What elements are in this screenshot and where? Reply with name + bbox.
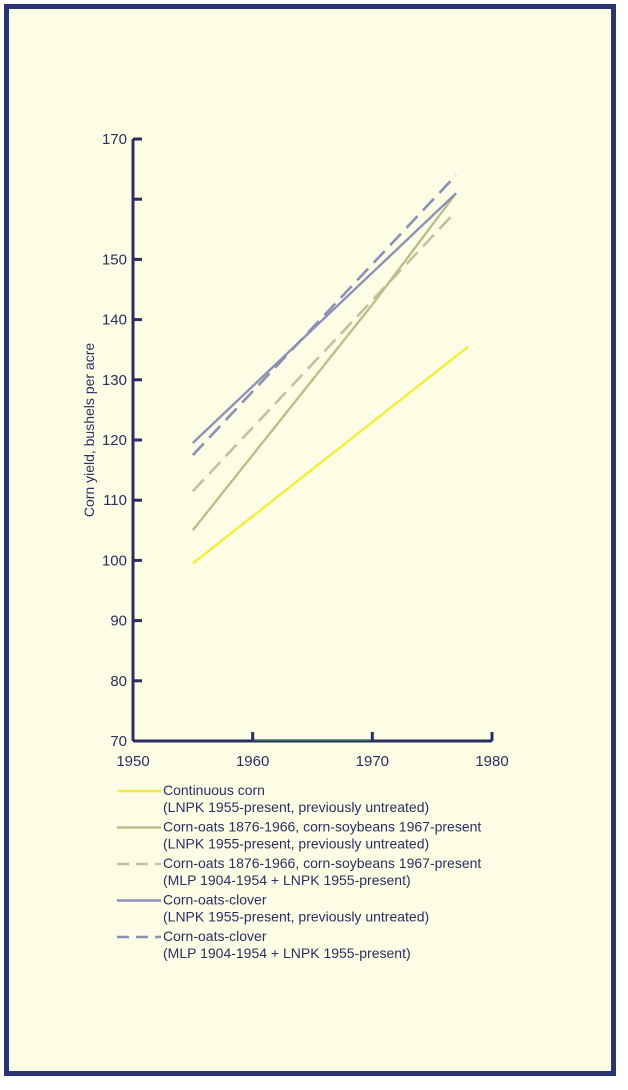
- y-tick-label: 170: [102, 131, 127, 148]
- chart-frame: [4, 4, 616, 1076]
- y-tick-label: 80: [110, 673, 127, 690]
- legend-entry-detail: (LNPK 1955-present, previously untreated…: [163, 909, 429, 925]
- legend-entry-name: Corn-oats 1876-1966, corn-soybeans 1967-…: [163, 855, 481, 871]
- legend-entry-detail: (LNPK 1955-present, previously untreated…: [163, 799, 429, 815]
- x-tick-label: 1950: [116, 753, 149, 770]
- x-tick-label: 1980: [475, 753, 508, 770]
- legend: Continuous corn(LNPK 1955-present, previ…: [117, 782, 481, 961]
- legend-entry-detail: (LNPK 1955-present, previously untreated…: [163, 836, 429, 852]
- series-line-4: [191, 192, 457, 444]
- legend-entry-name: Corn-oats-clover: [163, 928, 267, 944]
- y-tick-label: 100: [102, 552, 127, 569]
- y-tick-label: 120: [102, 432, 127, 449]
- y-tick-label: 150: [102, 251, 127, 268]
- legend-entry-name: Corn-oats 1876-1966, corn-soybeans 1967-…: [163, 819, 481, 835]
- y-tick-label: 130: [102, 372, 127, 389]
- axes: 70 80 90 100 110 120 130 140 150 170 1950 1960 1970 1…: [81, 131, 509, 770]
- y-tick-label: 110: [103, 492, 127, 509]
- legend-entry-detail: (MLP 1904-1954 + LNPK 1955-present): [163, 945, 411, 961]
- series-lines: [191, 174, 469, 565]
- x-tick-label: 1960: [236, 753, 269, 770]
- series-line-3: [191, 210, 458, 493]
- series-line-5: [191, 174, 458, 456]
- y-tick-label: 140: [102, 312, 127, 329]
- y-axis-label: Corn yield, bushels per acre: [81, 343, 97, 518]
- legend-entry-detail: (MLP 1904-1954 + LNPK 1955-present): [163, 872, 411, 888]
- legend-entry-name: Corn-oats-clover: [163, 892, 267, 908]
- y-tick-label: 90: [110, 613, 127, 630]
- y-tick-label: 70: [110, 733, 127, 750]
- series-line-1: [192, 345, 469, 565]
- legend-entry-name: Continuous corn: [163, 782, 265, 798]
- x-tick-label: 1970: [356, 753, 389, 770]
- series-line-2: [191, 192, 458, 532]
